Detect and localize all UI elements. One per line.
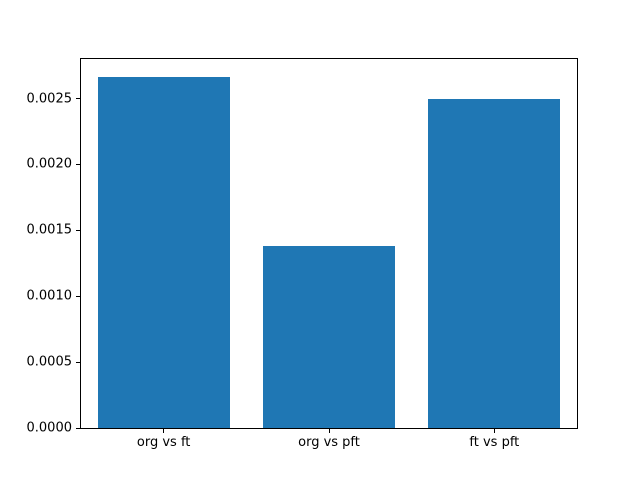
y-tick-label: 0.0010 (26, 288, 73, 304)
x-tick-label: org vs pft (298, 435, 360, 450)
bar (97, 77, 230, 428)
y-tick-mark (76, 98, 80, 100)
x-tick-label: ft vs pft (469, 435, 520, 450)
bar (428, 98, 561, 428)
y-tick-mark (76, 229, 80, 231)
bar (262, 246, 396, 428)
x-tick-label: org vs ft (136, 435, 191, 450)
y-tick-mark (76, 361, 80, 363)
y-tick-label: 0.0000 (26, 420, 73, 436)
x-tick-mark (328, 429, 330, 433)
y-tick-label: 0.0020 (26, 156, 73, 172)
y-tick-label: 0.0015 (26, 222, 73, 238)
y-tick-mark (76, 295, 80, 297)
y-tick-mark (76, 163, 80, 165)
y-tick-label: 0.0005 (26, 354, 73, 370)
plot-area: 0.0000 0.0005 0.0010 0.0015 0.0020 0.0025 org… (27, 58, 578, 450)
y-tick-label: 0.0025 (26, 91, 73, 107)
x-tick-mark (493, 429, 495, 433)
y-tick-mark (76, 427, 80, 429)
x-tick-mark (163, 429, 165, 433)
